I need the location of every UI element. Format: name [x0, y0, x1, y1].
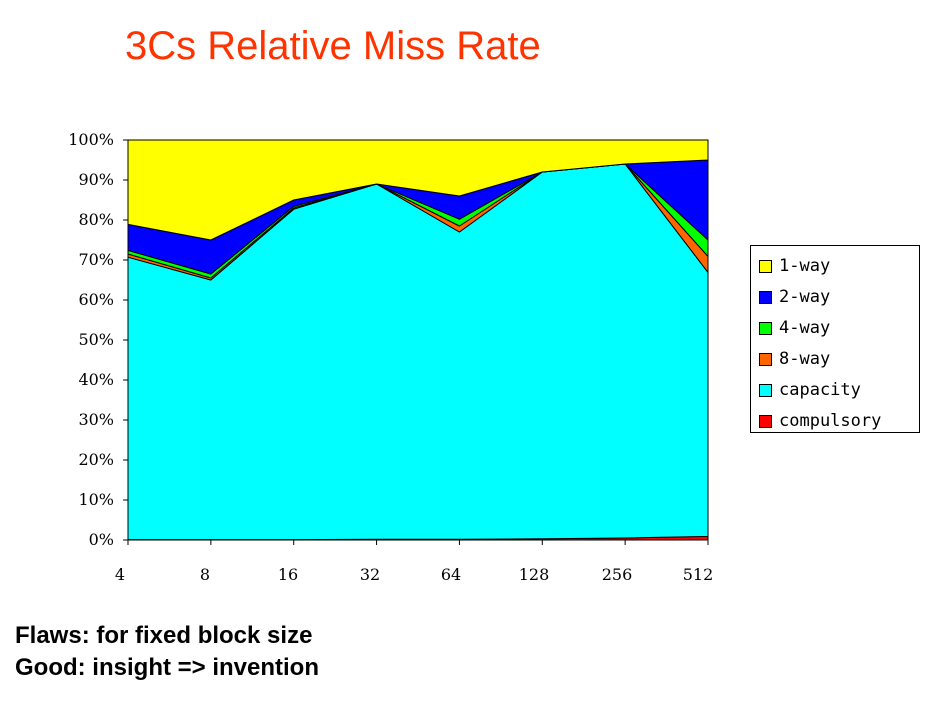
- x-tick-label: 8: [199, 565, 211, 584]
- legend-item-4-way: 4-way: [759, 318, 830, 338]
- note-flaws: Flaws: for fixed block size: [15, 622, 313, 649]
- y-tick-label: 60%: [78, 290, 114, 309]
- legend-label: 4-way: [779, 318, 831, 338]
- chart-title: 3Cs Relative Miss Rate: [125, 24, 541, 68]
- legend-item-capacity: capacity: [759, 380, 861, 400]
- legend-label: 1-way: [779, 256, 831, 276]
- x-tick-label: 128: [518, 565, 550, 584]
- legend-swatch: [759, 414, 772, 428]
- y-tick-label: 90%: [78, 170, 114, 189]
- legend-swatch: [759, 352, 772, 366]
- stacked-areas: [127, 139, 709, 541]
- legend-item-compulsory: compulsory: [759, 411, 881, 431]
- legend: 1-way 2-way 4-way 8-way capacity compulsory: [750, 245, 920, 433]
- x-tick-label: 4: [114, 565, 126, 584]
- legend-label: 2-way: [779, 287, 831, 307]
- axes: [123, 139, 709, 545]
- y-tick-label: 70%: [78, 250, 114, 269]
- legend-label: 8-way: [779, 349, 831, 369]
- legend-swatch: [759, 383, 772, 397]
- legend-label: compulsory: [779, 411, 882, 431]
- x-tick-label: 256: [601, 565, 633, 584]
- x-tick-label: 512: [682, 565, 714, 584]
- y-tick-label: 30%: [78, 410, 114, 429]
- y-tick-label: 50%: [78, 330, 114, 349]
- legend-item-8-way: 8-way: [759, 349, 830, 369]
- y-tick-label: 40%: [78, 370, 114, 389]
- y-tick-label: 80%: [78, 210, 114, 229]
- y-tick-label: 10%: [78, 490, 114, 509]
- y-tick-label: 0%: [88, 530, 114, 549]
- legend-label: capacity: [779, 380, 861, 400]
- legend-item-1-way: 1-way: [759, 256, 830, 276]
- legend-swatch: [759, 321, 772, 335]
- legend-swatch: [759, 259, 772, 273]
- x-tick-label: 32: [359, 565, 381, 584]
- y-tick-label: 100%: [68, 130, 114, 149]
- legend-swatch: [759, 290, 772, 304]
- x-tick-label: 16: [277, 565, 299, 584]
- x-tick-label: 64: [440, 565, 462, 584]
- legend-item-2-way: 2-way: [759, 287, 830, 307]
- note-good: Good: insight => invention: [15, 654, 319, 681]
- y-tick-label: 20%: [78, 450, 114, 469]
